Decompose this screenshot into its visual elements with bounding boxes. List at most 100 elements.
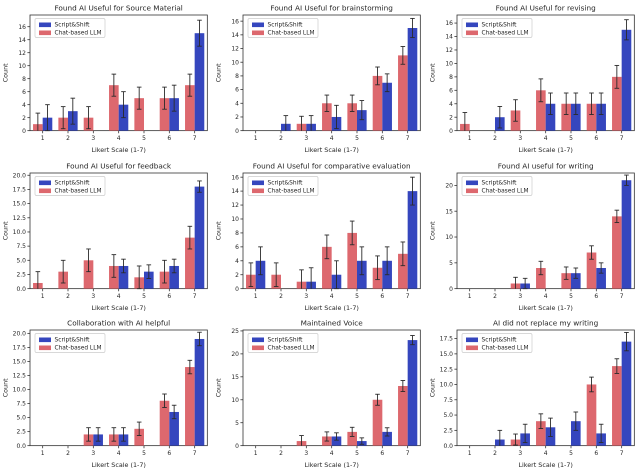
error-bar xyxy=(86,427,91,442)
y-tick-label: 12.5 xyxy=(13,215,27,222)
y-tick-label: 16 xyxy=(445,20,453,27)
error-bar xyxy=(547,417,553,438)
x-tick-label: 4 xyxy=(117,450,121,457)
bar-script-shift xyxy=(194,186,205,289)
y-tick-label: 7.5 xyxy=(16,243,26,250)
y-tick-label: 20.0 xyxy=(13,331,27,338)
y-tick-label: 15 xyxy=(232,374,240,381)
error-bar xyxy=(121,258,126,273)
error-bar xyxy=(121,91,126,119)
bar-chat-based-llm xyxy=(611,366,622,446)
chart-svg: 0 5 10 15 20 1 2 3 4 5 6 7 Found AI useful for writi… xyxy=(428,161,635,312)
bar-script-shift xyxy=(570,272,581,289)
legend-box xyxy=(247,175,319,196)
error-bar xyxy=(512,276,518,289)
y-tick-label: 17.5 xyxy=(439,336,453,343)
error-bar xyxy=(136,86,142,110)
y-tick-label: 12 xyxy=(232,46,240,53)
error-bar xyxy=(538,260,543,275)
legend-label-chat-based-llm: Chat-based LLM xyxy=(268,188,315,194)
x-tick-label: 7 xyxy=(619,293,623,300)
x-axis-label: Likert Scale (1-7) xyxy=(91,304,145,312)
error-bar xyxy=(121,427,126,442)
y-tick-label: 17.5 xyxy=(13,186,27,193)
error-bar xyxy=(563,266,569,280)
y-tick-label: 15.0 xyxy=(439,351,453,358)
bar-script-shift xyxy=(595,103,606,131)
error-bar xyxy=(111,73,117,97)
bar-chat-based-llm xyxy=(347,432,358,446)
error-bar xyxy=(171,84,177,112)
x-tick-label: 3 xyxy=(91,135,95,142)
legend-swatch-script-shift xyxy=(252,180,265,185)
legend-swatch-script-shift xyxy=(252,337,265,343)
error-bar xyxy=(60,259,66,284)
error-bar xyxy=(324,234,330,259)
y-tick-label: 0.0 xyxy=(443,443,453,450)
error-bar xyxy=(614,64,619,89)
error-bar xyxy=(588,376,594,393)
y-axis-label: Count xyxy=(215,221,223,240)
y-axis-label: Count xyxy=(2,378,10,397)
legend-swatch-script-shift xyxy=(39,337,52,343)
x-tick-label: 4 xyxy=(543,450,547,457)
y-tick-label: 5.0 xyxy=(16,257,26,264)
x-tick-label: 7 xyxy=(406,450,410,457)
bar-script-shift xyxy=(194,33,205,131)
legend-swatch-chat-based-llm xyxy=(465,188,478,193)
y-tick-label: 6 xyxy=(449,87,453,94)
y-tick-label: 0.0 xyxy=(16,443,26,450)
x-tick-label: 5 xyxy=(569,450,573,457)
x-axis-label: Likert Scale (1-7) xyxy=(305,304,359,312)
legend-swatch-script-shift xyxy=(39,180,52,185)
x-axis-label: Likert Scale (1-7) xyxy=(518,461,572,469)
x-tick-label: 3 xyxy=(305,293,309,300)
error-bar xyxy=(538,413,543,430)
legend: Script&Shift Chat-based LLM xyxy=(461,333,533,354)
y-tick-label: 7.5 xyxy=(16,401,26,408)
y-tick-label: 7.5 xyxy=(443,397,453,404)
error-bar xyxy=(400,380,406,393)
error-bar xyxy=(136,421,142,437)
legend-label-script-shift: Script&Shift xyxy=(481,338,517,344)
x-tick-label: 2 xyxy=(493,450,497,457)
y-tick-label: 15 xyxy=(445,208,453,215)
legend-box xyxy=(34,18,106,38)
x-axis-label: Likert Scale (1-7) xyxy=(91,461,145,469)
error-bar xyxy=(187,360,193,375)
x-tick-label: 1 xyxy=(467,135,471,142)
x-tick-label: 7 xyxy=(619,450,623,457)
error-bar xyxy=(35,270,41,289)
error-bar xyxy=(588,92,594,115)
x-axis-label: Likert Scale (1-7) xyxy=(518,146,572,154)
subplot-collaboration-with-ai-helpful: 0.0 2.5 5.0 7.5 10.0 12.5 15.0 17.5 20.0 1 2 3 4 5 6 7 C… xyxy=(0,315,213,473)
error-bar xyxy=(385,427,390,437)
legend-label-chat-based-llm: Chat-based LLM xyxy=(481,188,528,194)
legend: Script&Shift Chat-based LLM xyxy=(247,333,319,354)
bar-script-shift xyxy=(570,103,581,131)
legend-label-script-shift: Script&Shift xyxy=(268,180,304,186)
bar-chat-based-llm xyxy=(398,253,408,289)
x-tick-label: 5 xyxy=(355,293,359,300)
bar-chat-based-llm xyxy=(535,421,546,446)
bar-chat-based-llm xyxy=(586,384,596,446)
x-tick-label: 7 xyxy=(193,450,197,457)
bar-script-shift xyxy=(169,265,179,289)
x-tick-label: 7 xyxy=(406,135,410,142)
y-tick-label: 2 xyxy=(236,114,240,121)
x-tick-label: 6 xyxy=(594,293,598,300)
legend-swatch-chat-based-llm xyxy=(252,188,265,193)
x-tick-label: 2 xyxy=(279,293,283,300)
y-axis-label: Count xyxy=(428,378,436,397)
x-tick-label: 1 xyxy=(254,135,258,142)
bar-chat-based-llm xyxy=(134,429,144,446)
y-tick-label: 12.5 xyxy=(439,367,453,374)
bar-chat-based-llm xyxy=(347,232,358,289)
y-tick-label: 0 xyxy=(449,285,453,292)
legend: Script&Shift Chat-based LLM xyxy=(34,18,106,38)
y-tick-label: 16 xyxy=(18,24,26,31)
legend-box xyxy=(461,333,533,354)
error-bar xyxy=(359,100,365,121)
error-bar xyxy=(162,393,167,409)
legend: Script&Shift Chat-based LLM xyxy=(461,18,533,38)
